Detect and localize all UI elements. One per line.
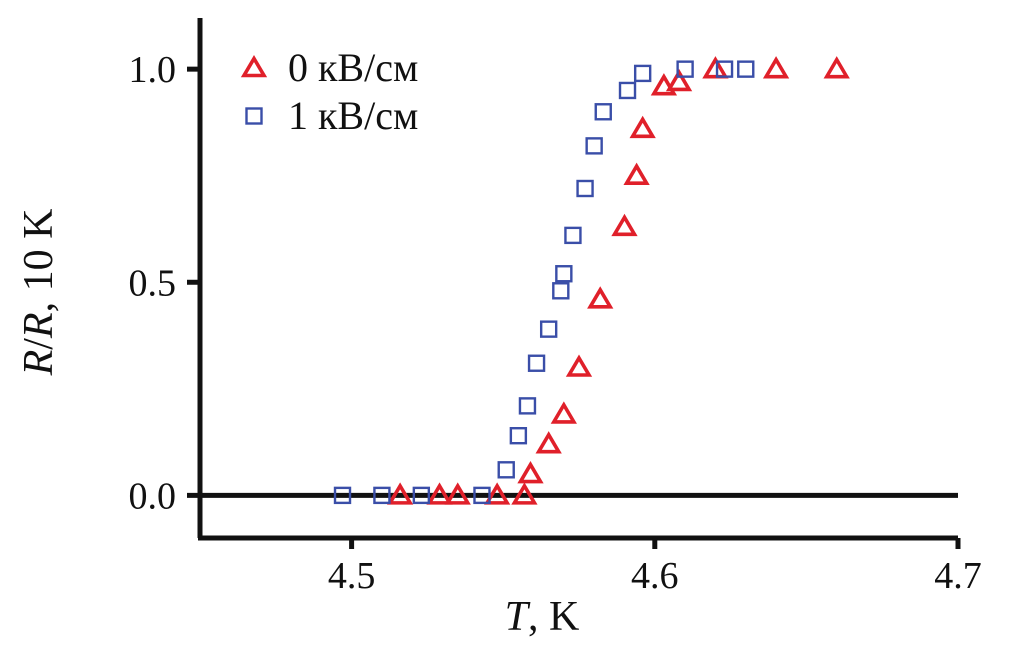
data-point — [497, 461, 515, 479]
data-point — [585, 137, 603, 155]
y-axis-separator: / — [16, 338, 62, 350]
y-tick-label: 1.0 — [129, 49, 177, 91]
data-point — [373, 486, 391, 505]
data-point — [650, 73, 678, 96]
x-axis-unit: , K — [528, 594, 579, 640]
data-point — [611, 213, 638, 237]
y-axis-title: R/R, 10 K — [16, 209, 62, 377]
legend-marker — [240, 54, 268, 78]
data-point — [555, 265, 573, 283]
data-point — [629, 115, 656, 139]
data-point — [576, 179, 594, 198]
data-point — [517, 461, 544, 484]
data-point — [618, 81, 637, 100]
data-point — [426, 482, 453, 505]
y-axis-unit: , 10 K — [16, 209, 62, 313]
ticks: 0.0 0.5 1.0 4.5 4.6 4.7 — [129, 49, 982, 597]
data-point — [715, 60, 734, 78]
x-axis-title: T, K — [505, 594, 580, 640]
data-point — [527, 354, 546, 372]
data-point — [587, 286, 614, 309]
data-point — [623, 162, 650, 186]
data-point — [550, 401, 577, 424]
x-tick-label: 4.5 — [328, 555, 376, 597]
legend-marker — [245, 107, 263, 125]
y-axis-variable-2: R — [16, 312, 62, 339]
data-points — [333, 56, 850, 505]
data-point — [552, 282, 570, 300]
legend: 0 кВ/см1 кВ/см — [240, 45, 418, 138]
data-point — [676, 60, 694, 78]
data-point — [539, 320, 558, 338]
x-axis-variable: T — [505, 594, 531, 640]
square-series — [333, 60, 755, 505]
triangle-series — [386, 56, 850, 505]
x-tick-label: 4.6 — [631, 555, 679, 597]
data-point — [565, 354, 593, 377]
y-axis-variable-1: R — [16, 350, 62, 377]
y-tick-label: 0.0 — [129, 475, 177, 517]
y-tick-label: 0.5 — [129, 262, 177, 304]
data-point — [665, 68, 693, 92]
data-point — [535, 431, 562, 454]
data-point — [702, 56, 729, 79]
data-point — [444, 482, 471, 505]
data-point — [511, 482, 538, 505]
data-point — [473, 486, 491, 505]
data-point — [333, 486, 352, 505]
data-point — [518, 397, 537, 415]
legend-label: 0 кВ/см — [288, 45, 418, 90]
data-point — [762, 56, 790, 79]
data-point — [483, 482, 511, 505]
data-point — [564, 226, 582, 245]
x-tick-label: 4.7 — [934, 555, 982, 597]
legend-label: 1 кВ/см — [288, 93, 418, 138]
data-point — [633, 64, 652, 83]
data-point — [823, 56, 850, 79]
data-point — [509, 427, 528, 445]
data-point — [594, 103, 612, 121]
data-point — [737, 60, 755, 78]
axes — [197, 18, 958, 541]
data-point — [386, 482, 414, 505]
data-point — [412, 486, 431, 505]
